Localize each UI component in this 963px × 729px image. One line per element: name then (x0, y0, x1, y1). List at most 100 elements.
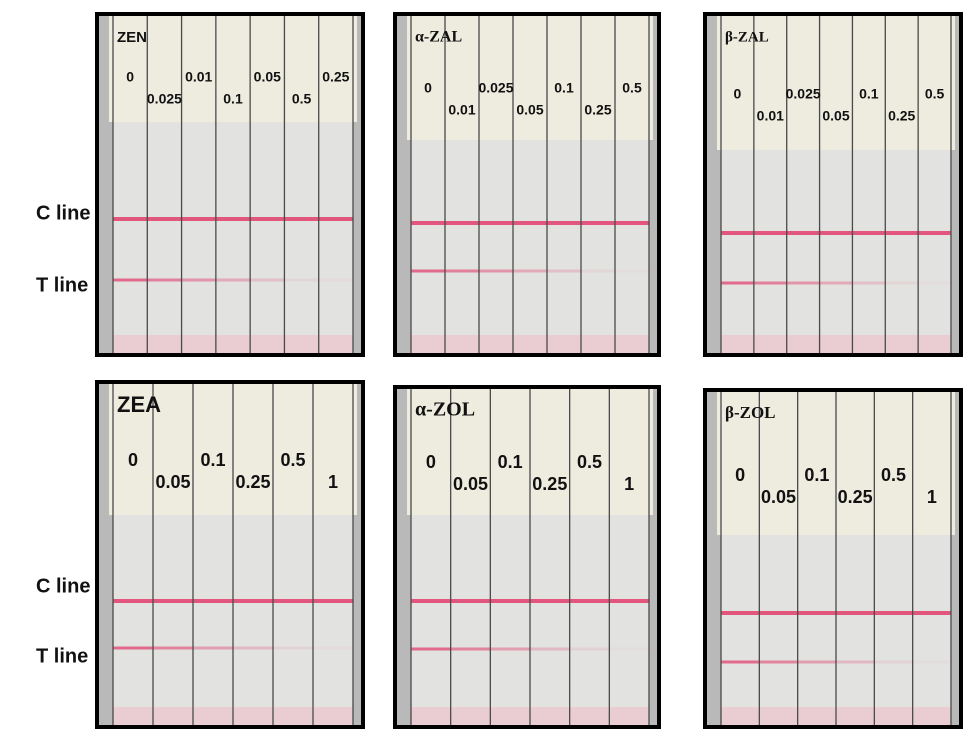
concentration-label: 0 (126, 69, 134, 85)
c-line (721, 231, 951, 235)
t-line (530, 647, 570, 651)
panel-title: β-ZOL (725, 403, 776, 422)
t-line (284, 278, 319, 282)
t-line (450, 647, 491, 651)
concentration-label: 0 (734, 86, 742, 102)
c-line-label: C line (36, 575, 90, 597)
label-paper (407, 12, 653, 140)
t-line (153, 646, 193, 650)
panel-title: ZEN (117, 29, 147, 46)
t-line (273, 646, 313, 650)
t-line (113, 646, 153, 650)
strip-panel: 0 0.1 0.5 0.05 0.25 1 ZEA (95, 380, 365, 729)
concentration-label: 1 (328, 472, 338, 492)
concentration-label: 0.025 (147, 91, 182, 107)
concentration-label: 0.5 (925, 86, 945, 102)
panel-border (703, 388, 963, 729)
t-line (836, 660, 875, 664)
concentration-label: 1 (927, 487, 937, 507)
panel-border (95, 12, 365, 357)
t-line (215, 278, 251, 282)
strip-panel: 0 0.025 0.1 0.5 0.01 0.05 0.25 β-ZAL (703, 12, 963, 357)
t-line (615, 269, 649, 273)
t-line (721, 281, 754, 285)
t-line (753, 281, 787, 285)
concentration-label: 0.25 (322, 69, 349, 85)
panel-title: α-ZAL (415, 29, 462, 46)
concentration-label: 0.25 (584, 102, 611, 118)
t-line (479, 269, 513, 273)
t-line (786, 281, 820, 285)
concentration-label: 0.05 (516, 102, 543, 118)
concentration-label: 0.025 (786, 86, 821, 102)
t-line (513, 269, 547, 273)
t-line (797, 660, 836, 664)
t-line (147, 278, 182, 282)
t-line (193, 646, 233, 650)
sample-pad (411, 335, 649, 357)
concentration-label: 1 (624, 474, 634, 494)
label-paper (717, 12, 955, 150)
concentration-label: 0.025 (478, 80, 513, 96)
concentration-label: 0 (128, 450, 138, 470)
sample-pad (721, 335, 951, 357)
t-line (445, 269, 479, 273)
t-line (233, 646, 273, 650)
t-line (318, 278, 353, 282)
concentration-label: 0.5 (622, 80, 642, 96)
concentration-label: 0.1 (223, 91, 243, 107)
c-line-label: C line (36, 202, 90, 224)
concentration-label: 0.05 (822, 108, 849, 124)
concentration-label: 0.1 (859, 86, 879, 102)
t-line (313, 646, 353, 650)
concentration-label: 0.05 (155, 472, 190, 492)
t-line (113, 278, 148, 282)
concentration-label: 0.25 (235, 472, 270, 492)
t-line (912, 660, 951, 664)
concentration-label: 0.1 (804, 465, 829, 485)
concentration-label: 0.5 (881, 465, 906, 485)
label-paper (109, 12, 357, 122)
c-line (411, 221, 649, 225)
t-line (819, 281, 853, 285)
t-line (609, 647, 649, 651)
concentration-label: 0.1 (200, 450, 225, 470)
concentration-label: 0.05 (254, 69, 281, 85)
panel-title: α-ZOL (415, 399, 475, 421)
concentration-label: 0.01 (448, 102, 475, 118)
concentration-label: 0 (424, 80, 432, 96)
concentration-label: 0.1 (498, 452, 523, 472)
concentration-label: 0.05 (453, 474, 488, 494)
concentration-label: 0 (426, 452, 436, 472)
sample-pad (113, 335, 353, 357)
panel-border (393, 385, 661, 729)
concentration-label: 0.1 (554, 80, 574, 96)
concentration-label: 0 (735, 465, 745, 485)
t-line-label: T line (36, 274, 88, 296)
t-line (411, 269, 445, 273)
concentration-label: 0.05 (761, 487, 796, 507)
t-line (852, 281, 886, 285)
concentration-label: 0.5 (577, 452, 602, 472)
t-line (250, 278, 285, 282)
t-line (181, 278, 216, 282)
concentration-label: 0.25 (888, 108, 915, 124)
t-line (490, 647, 530, 651)
panel-title: ZEA (117, 392, 161, 417)
t-line (569, 647, 610, 651)
concentration-label: 0.01 (185, 69, 212, 85)
panel-title: β-ZAL (725, 29, 769, 45)
t-line-label: T line (36, 645, 88, 667)
strip-panel: 0 0.025 0.1 0.5 0.01 0.05 0.25 α-ZAL (393, 12, 661, 357)
strip-panel: 0 0.01 0.05 0.25 0.025 0.1 0.5 ZEN (95, 12, 365, 357)
panel-border (95, 380, 365, 729)
t-line (759, 660, 798, 664)
strip-panel: 0 0.1 0.5 0.05 0.25 1 α-ZOL (393, 385, 661, 729)
t-line (581, 269, 615, 273)
concentration-label: 0.01 (757, 108, 784, 124)
t-line (874, 660, 913, 664)
concentration-label: 0.25 (532, 474, 567, 494)
strip-panel: 0 0.1 0.5 0.05 0.25 1 β-ZOL (703, 388, 963, 729)
